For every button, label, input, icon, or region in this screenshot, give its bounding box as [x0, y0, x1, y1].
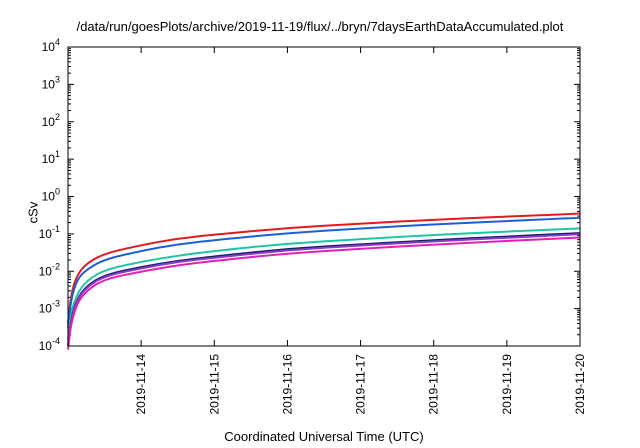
y-tick-label: 102 — [42, 112, 60, 129]
series-line-1 — [67, 212, 581, 324]
y-tick-label: 10-1 — [39, 224, 60, 241]
series-line-3 — [67, 227, 581, 340]
y-tick-label: 10-2 — [39, 261, 60, 278]
series-line-2 — [67, 216, 581, 329]
x-tick-label: 2019-11-16 — [280, 354, 294, 415]
y-tick-label: 103 — [42, 74, 60, 91]
x-tick-label: 2019-11-20 — [573, 354, 587, 415]
x-tick-label: 2019-11-18 — [427, 354, 441, 415]
y-tick-label: 104 — [42, 37, 60, 54]
x-tick-label: 2019-11-15 — [207, 354, 221, 415]
y-tick-label: 10-3 — [39, 299, 60, 316]
y-tick-label: 101 — [42, 149, 60, 166]
y-tick-label: 10-4 — [39, 336, 60, 353]
series-line-6 — [67, 236, 581, 350]
series-line-5 — [67, 233, 581, 347]
chart-title: /data/run/goesPlots/archive/2019-11-19/f… — [76, 19, 564, 34]
x-axis-label: Coordinated Universal Time (UTC) — [224, 429, 424, 444]
x-tick-label: 2019-11-19 — [500, 354, 514, 415]
plot-border — [67, 46, 581, 347]
y-tick-label: 100 — [42, 187, 60, 204]
x-tick-label: 2019-11-14 — [134, 354, 148, 415]
x-tick-label: 2019-11-17 — [354, 354, 368, 415]
